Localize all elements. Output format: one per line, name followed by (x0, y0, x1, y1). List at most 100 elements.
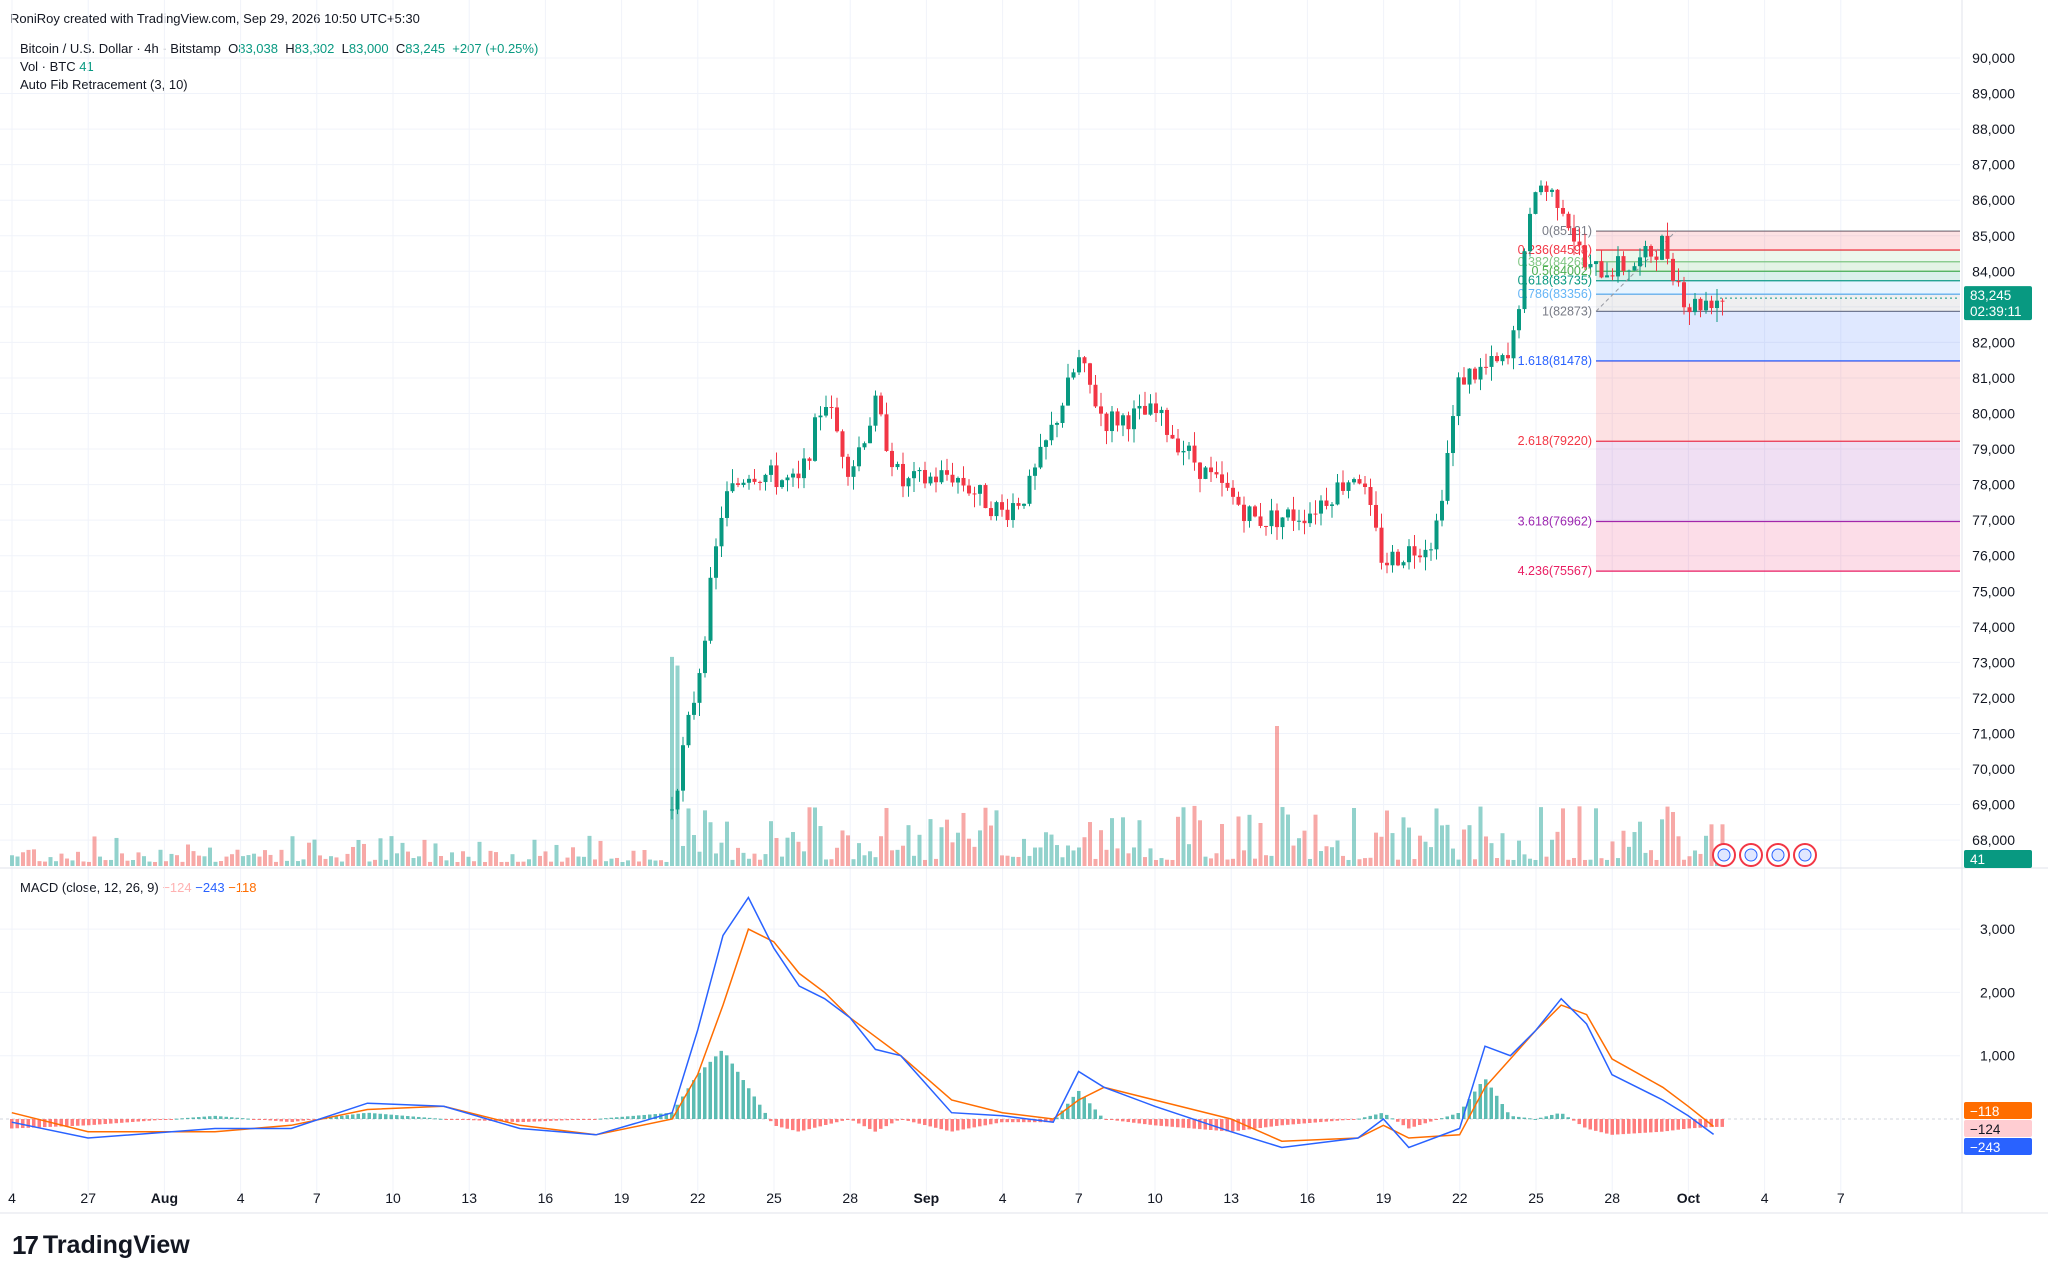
macd-pane (0, 896, 1960, 1149)
candle-body (1110, 411, 1114, 432)
macd-histogram-bar (708, 1061, 712, 1119)
candle-body (1341, 482, 1345, 491)
fib-zone (1596, 231, 1960, 251)
candle-body (1451, 416, 1455, 454)
volume-bar (653, 860, 658, 866)
time-tick-label: 13 (461, 1190, 477, 1206)
fib-level-label: 1.618(81478) (1518, 354, 1592, 368)
candle-body (1143, 405, 1147, 415)
macd-histogram-bar (1247, 1119, 1251, 1130)
macd-signal-badge (1964, 1102, 2032, 1119)
volume-bar (637, 861, 641, 866)
volume-bar (224, 856, 229, 866)
macd-histogram-bar (1313, 1119, 1317, 1123)
fib-zone (1596, 360, 1960, 442)
macd-histogram-bar (406, 1116, 410, 1119)
macd-label: MACD (close, 12, 26, 9) (20, 880, 159, 895)
us-flag-event-icon (1798, 848, 1812, 862)
volume-bar (1297, 838, 1301, 866)
macd-histogram-bar (1489, 1087, 1493, 1119)
candle-body (1478, 366, 1483, 380)
price-tick-label: 71,000 (1972, 725, 2015, 741)
candle-body (741, 482, 746, 485)
candle-body (1632, 266, 1637, 271)
volume-bar (1704, 835, 1708, 866)
volume-bar (554, 844, 559, 866)
volume-legend[interactable]: Vol · BTC 41 (20, 59, 94, 74)
volume-bar (202, 856, 207, 866)
macd-histogram-bar (1605, 1119, 1609, 1134)
volume-bar (615, 857, 619, 866)
volume-bar (571, 847, 575, 866)
macd-histogram-bar (1192, 1119, 1196, 1129)
volume-bar (1220, 824, 1224, 866)
candle-body (1242, 504, 1246, 522)
macd-histogram-bar (455, 1119, 459, 1120)
macd-histogram-bar (950, 1119, 954, 1132)
macd-histogram-bar (1379, 1113, 1383, 1119)
macd-histogram-bar (367, 1112, 371, 1119)
volume-bar (1665, 806, 1670, 866)
symbol-legend[interactable]: Bitcoin / U.S. Dollar · 4h · Bitstamp O8… (20, 41, 538, 56)
macd-histogram-bar (1434, 1119, 1438, 1120)
volume-bar (604, 861, 608, 866)
macd-histogram-bar (1077, 1090, 1081, 1119)
candle-body (862, 443, 867, 448)
candle-body (1121, 415, 1125, 426)
volume-bar (1709, 824, 1714, 866)
macd-histogram-bar (1159, 1119, 1163, 1126)
candle-body (1269, 510, 1274, 527)
volume-bar (1302, 830, 1307, 866)
candle-body (1313, 513, 1318, 515)
volume-bar (1390, 833, 1395, 866)
volume-bar (65, 858, 69, 866)
macd-legend[interactable]: MACD (close, 12, 26, 9) −124 −243 −118 (20, 880, 257, 895)
macd-histogram-bar (191, 1117, 195, 1119)
time-tick-label: 10 (385, 1190, 401, 1206)
macd-histogram-bar (653, 1114, 657, 1119)
volume-bar (15, 856, 20, 866)
candle-body (901, 463, 905, 487)
volume-bar (230, 854, 234, 866)
volume-bar (1588, 859, 1593, 866)
candle-body (1346, 482, 1351, 491)
macd-histogram-bar (879, 1119, 883, 1129)
price-tick-label: 72,000 (1972, 690, 2015, 706)
macd-histogram-bar (400, 1115, 404, 1119)
volume-bar (329, 856, 333, 866)
volume-bar (312, 839, 317, 866)
volume-bar (1253, 858, 1257, 866)
candle-body (1181, 450, 1186, 453)
tradingview-logo[interactable]: 17 TradingView (12, 1230, 190, 1261)
macd-histogram-bar (1533, 1118, 1537, 1120)
macd-line (11, 896, 1715, 1149)
volume-bar (928, 819, 933, 866)
candle-body (1148, 403, 1153, 415)
macd-histogram-bar (1066, 1103, 1070, 1119)
fib-legend[interactable]: Auto Fib Retracement (3, 10) (20, 77, 188, 92)
volume-bar (1132, 847, 1136, 866)
volume-bar (1055, 845, 1059, 866)
volume-bar (246, 855, 251, 866)
symbol-name: Bitcoin / U.S. Dollar · 4h · Bitstamp (20, 41, 221, 56)
macd-histogram-bar (719, 1050, 723, 1119)
volume-bar (1599, 858, 1604, 866)
volume-bar (323, 858, 328, 866)
candle-body (923, 469, 927, 484)
macd-histogram-bar (1451, 1114, 1455, 1119)
time-tick-label: 4 (8, 1190, 16, 1206)
candle-body (1720, 300, 1725, 302)
volume-bar (620, 861, 625, 866)
candle-body (1055, 422, 1059, 425)
macd-histogram-bar (1704, 1119, 1708, 1128)
volume-bar (560, 861, 564, 866)
volume-bar (1495, 858, 1499, 866)
macd-histogram-bar (252, 1119, 256, 1120)
macd-histogram-bar (758, 1104, 762, 1119)
candle-body (703, 640, 707, 674)
fib-zone (1596, 441, 1960, 522)
fib-zone (1596, 271, 1960, 281)
macd-histogram-bar (1165, 1119, 1169, 1127)
candle-body (1247, 506, 1252, 522)
